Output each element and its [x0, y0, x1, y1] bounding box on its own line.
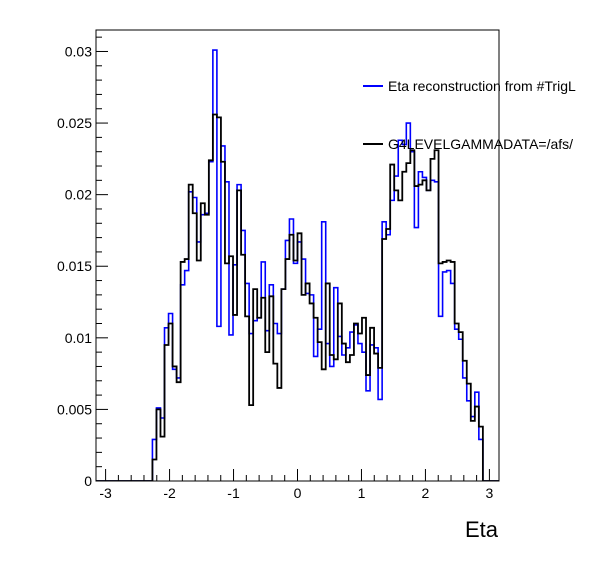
- legend-label-1: Eta reconstruction from #TrigL: [388, 78, 576, 94]
- x-axis: -3 -2 -1 0 1 2 3: [99, 469, 494, 501]
- x-tick-label: 3: [486, 485, 494, 501]
- x-tick-label: -1: [227, 485, 240, 501]
- x-tick-label: -2: [163, 485, 176, 501]
- x-tick-label: -3: [99, 485, 112, 501]
- y-tick-label: 0.01: [65, 330, 92, 346]
- legend-label-2: G4LEVELGAMMADATA=/afs/: [388, 136, 573, 152]
- x-tick-label: 0: [294, 485, 302, 501]
- y-tick-label: 0.02: [65, 187, 92, 203]
- legend: Eta reconstruction from #TrigL G4LEVELGAM…: [363, 78, 576, 152]
- x-tick-label: 2: [422, 485, 430, 501]
- y-tick-label: 0.025: [57, 115, 92, 131]
- y-tick-label: 0.03: [65, 43, 92, 59]
- y-tick-label: 0.015: [57, 258, 92, 274]
- series-layer: [96, 49, 499, 481]
- y-tick-label: 0.005: [57, 401, 92, 417]
- x-axis-title: Eta: [465, 517, 499, 542]
- x-tick-label: 1: [358, 485, 366, 501]
- y-tick-label: 0: [84, 473, 92, 489]
- series-2-line: [96, 113, 499, 481]
- y-axis: 0 0.005 0.01 0.015 0.02 0.025 0.03: [57, 36, 108, 489]
